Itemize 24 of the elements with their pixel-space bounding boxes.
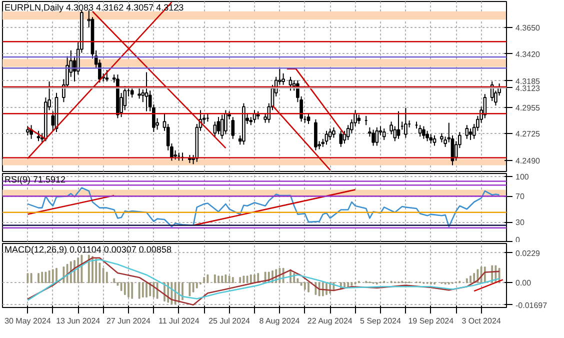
x-tick-label: 5 Sep 2024 <box>360 316 402 326</box>
x-tick-label: 3 Oct 2024 <box>462 316 502 326</box>
y-tick-label: -0.01697 <box>516 300 548 310</box>
y-tick-label: 70 <box>516 192 525 202</box>
y-tick-label: 4.3185 <box>516 76 541 86</box>
x-tick-label: 8 Aug 2024 <box>259 316 300 326</box>
x-tick-label: 11 Jul 2024 <box>158 316 200 326</box>
x-tick-label: 27 Jun 2024 <box>106 316 152 326</box>
y-tick-label: 4.2725 <box>516 130 541 139</box>
x-tick-label: 19 Sep 2024 <box>408 316 454 326</box>
y-tick-label: 0.00 <box>516 278 532 288</box>
y-tick-label: 4.3650 <box>516 23 541 32</box>
x-tick-label: 13 Jun 2024 <box>56 316 101 326</box>
y-tick-label: 100 <box>516 172 530 182</box>
y-tick-label: 4.2490 <box>516 156 541 166</box>
y-tick-label: 4.3420 <box>516 50 541 59</box>
chart-title: MACD(12,26,9) 0.01104 0.00307 0.00858 <box>4 244 172 254</box>
y-tick-label: 4.2955 <box>516 103 541 112</box>
y-tick-label: 30 <box>516 218 525 228</box>
x-tick-label: 25 Jul 2024 <box>208 316 251 326</box>
x-tick-label: 22 Aug 2024 <box>307 316 353 326</box>
x-tick-label: 30 May 2024 <box>4 316 52 326</box>
y-tick-label: 0.0229 <box>516 248 541 258</box>
ref-line-label: 4.3123 <box>516 84 541 93</box>
